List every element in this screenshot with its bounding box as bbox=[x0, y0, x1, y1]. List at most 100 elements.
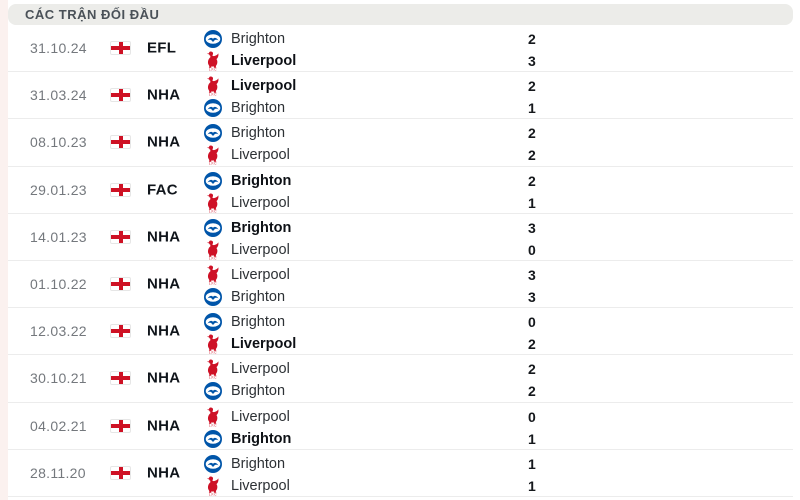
section-title: CÁC TRẬN ĐỐI ĐẦU bbox=[25, 7, 160, 22]
liverpool-logo-icon: L.F.C bbox=[204, 145, 222, 165]
team-line: L.F.C Brighton 1 bbox=[204, 428, 584, 449]
team-score: 0 bbox=[528, 408, 536, 425]
competition-code: NHA bbox=[147, 275, 181, 293]
team-name: Brighton bbox=[231, 288, 286, 305]
match-date: 14.01.23 bbox=[30, 228, 87, 245]
brighton-logo-icon bbox=[204, 123, 222, 143]
svg-text:L.F.C: L.F.C bbox=[209, 492, 217, 495]
team-name: Brighton bbox=[231, 125, 286, 142]
liverpool-logo-icon: L.F.C bbox=[204, 240, 222, 260]
svg-text:L.F.C: L.F.C bbox=[209, 209, 217, 212]
team-score: 1 bbox=[528, 100, 536, 117]
match-date: 08.10.23 bbox=[30, 134, 87, 151]
competition-code: EFL bbox=[147, 39, 177, 57]
match-row[interactable]: 30.10.21 NHA L.F.C Liverpool 2 bbox=[8, 355, 793, 403]
team-name: Liverpool bbox=[231, 241, 290, 258]
team-name: Brighton bbox=[231, 219, 292, 236]
match-row[interactable]: 31.10.24 EFL L.F.C Brighton 2 bbox=[8, 25, 793, 73]
h2h-card: CÁC TRẬN ĐỐI ĐẦU 31.10.24 EFL L.F.C Brig… bbox=[8, 0, 793, 500]
team-name: Brighton bbox=[231, 100, 286, 117]
match-row[interactable]: 14.01.23 NHA L.F.C Brighton 3 bbox=[8, 214, 793, 261]
team-name: Liverpool bbox=[231, 53, 297, 69]
section-header: CÁC TRẬN ĐỐI ĐẦU bbox=[8, 4, 793, 25]
brighton-logo-icon bbox=[204, 381, 222, 401]
match-row[interactable]: 08.10.23 NHA L.F.C Brighton 2 bbox=[8, 119, 793, 167]
brighton-logo-icon bbox=[204, 171, 222, 191]
england-flag-icon bbox=[110, 135, 131, 150]
liverpool-logo-icon: L.F.C bbox=[204, 193, 222, 213]
match-date: 01.10.22 bbox=[30, 276, 87, 293]
team-score: 1 bbox=[528, 194, 536, 211]
team-line: L.F.C Brighton 0 bbox=[204, 312, 584, 333]
team-name: Brighton bbox=[231, 31, 286, 47]
match-row[interactable]: 28.11.20 NHA L.F.C Brighton 1 bbox=[8, 450, 793, 497]
team-name: Brighton bbox=[231, 455, 286, 472]
team-name: Liverpool bbox=[231, 361, 290, 378]
svg-text:L.F.C: L.F.C bbox=[209, 423, 217, 426]
brighton-logo-icon bbox=[204, 98, 222, 118]
team-line: L.F.C Brighton 2 bbox=[204, 381, 584, 402]
competition-code: NHA bbox=[147, 417, 181, 435]
team-score: 2 bbox=[528, 78, 536, 95]
team-name: Liverpool bbox=[231, 477, 290, 494]
team-score: 2 bbox=[528, 31, 536, 47]
match-row[interactable]: 01.10.22 NHA L.F.C Liverpool 3 bbox=[8, 261, 793, 309]
match-row[interactable]: 04.02.21 NHA L.F.C Liverpool 0 bbox=[8, 403, 793, 450]
match-row[interactable]: 12.03.22 NHA L.F.C Brighton 0 bbox=[8, 308, 793, 356]
england-flag-icon bbox=[110, 371, 131, 386]
team-name: Liverpool bbox=[231, 266, 290, 283]
team-score: 0 bbox=[528, 241, 536, 258]
team-name: Liverpool bbox=[231, 194, 290, 211]
liverpool-logo-icon: L.F.C bbox=[204, 76, 222, 96]
brighton-logo-icon bbox=[204, 312, 222, 332]
brighton-logo-icon bbox=[204, 218, 222, 238]
competition-code: NHA bbox=[147, 464, 181, 482]
liverpool-logo-icon: L.F.C bbox=[204, 476, 222, 496]
team-line: L.F.C Brighton 1 bbox=[204, 453, 584, 474]
team-line: L.F.C Brighton 1 bbox=[204, 98, 584, 119]
england-flag-icon bbox=[110, 41, 131, 56]
team-line: L.F.C Liverpool 3 bbox=[204, 51, 584, 72]
svg-text:L.F.C: L.F.C bbox=[209, 256, 217, 259]
svg-text:L.F.C: L.F.C bbox=[209, 351, 217, 354]
team-score: 1 bbox=[528, 455, 536, 472]
team-line: L.F.C Liverpool 2 bbox=[204, 76, 584, 97]
liverpool-logo-icon: L.F.C bbox=[204, 334, 222, 354]
england-flag-icon bbox=[110, 418, 131, 433]
team-name: Brighton bbox=[231, 314, 286, 331]
team-line: L.F.C Brighton 3 bbox=[204, 286, 584, 307]
liverpool-logo-icon: L.F.C bbox=[204, 51, 222, 71]
match-row[interactable]: 29.01.23 FAC L.F.C Brighton 2 bbox=[8, 167, 793, 214]
team-score: 1 bbox=[528, 477, 536, 494]
match-date: 31.03.24 bbox=[30, 87, 87, 104]
team-score: 2 bbox=[528, 361, 536, 378]
brighton-logo-icon bbox=[204, 29, 222, 49]
england-flag-icon bbox=[110, 465, 131, 480]
match-date: 31.10.24 bbox=[30, 40, 87, 57]
england-flag-icon bbox=[110, 88, 131, 103]
match-row[interactable]: 31.03.24 NHA L.F.C Liverpool 2 bbox=[8, 72, 793, 120]
team-name: Brighton bbox=[231, 430, 292, 447]
competition-code: NHA bbox=[147, 322, 181, 340]
team-name: Brighton bbox=[231, 383, 286, 400]
liverpool-logo-icon: L.F.C bbox=[204, 359, 222, 379]
match-date: 29.01.23 bbox=[30, 181, 87, 198]
team-score: 3 bbox=[528, 53, 536, 69]
team-line: L.F.C Brighton 2 bbox=[204, 170, 584, 191]
brighton-logo-icon bbox=[204, 454, 222, 474]
svg-text:L.F.C: L.F.C bbox=[209, 376, 217, 379]
svg-text:L.F.C: L.F.C bbox=[209, 162, 217, 165]
team-score: 3 bbox=[528, 288, 536, 305]
team-score: 2 bbox=[528, 172, 536, 189]
team-score: 0 bbox=[528, 314, 536, 331]
svg-text:L.F.C: L.F.C bbox=[209, 282, 217, 285]
matches-list: 31.10.24 EFL L.F.C Brighton 2 bbox=[8, 25, 793, 497]
team-line: L.F.C Brighton 2 bbox=[204, 123, 584, 144]
match-date: 30.10.21 bbox=[30, 370, 87, 387]
team-score: 1 bbox=[528, 430, 536, 447]
team-line: L.F.C Liverpool 2 bbox=[204, 359, 584, 380]
match-date: 04.02.21 bbox=[30, 417, 87, 434]
team-score: 3 bbox=[528, 266, 536, 283]
team-score: 2 bbox=[528, 125, 536, 142]
liverpool-logo-icon: L.F.C bbox=[204, 407, 222, 427]
